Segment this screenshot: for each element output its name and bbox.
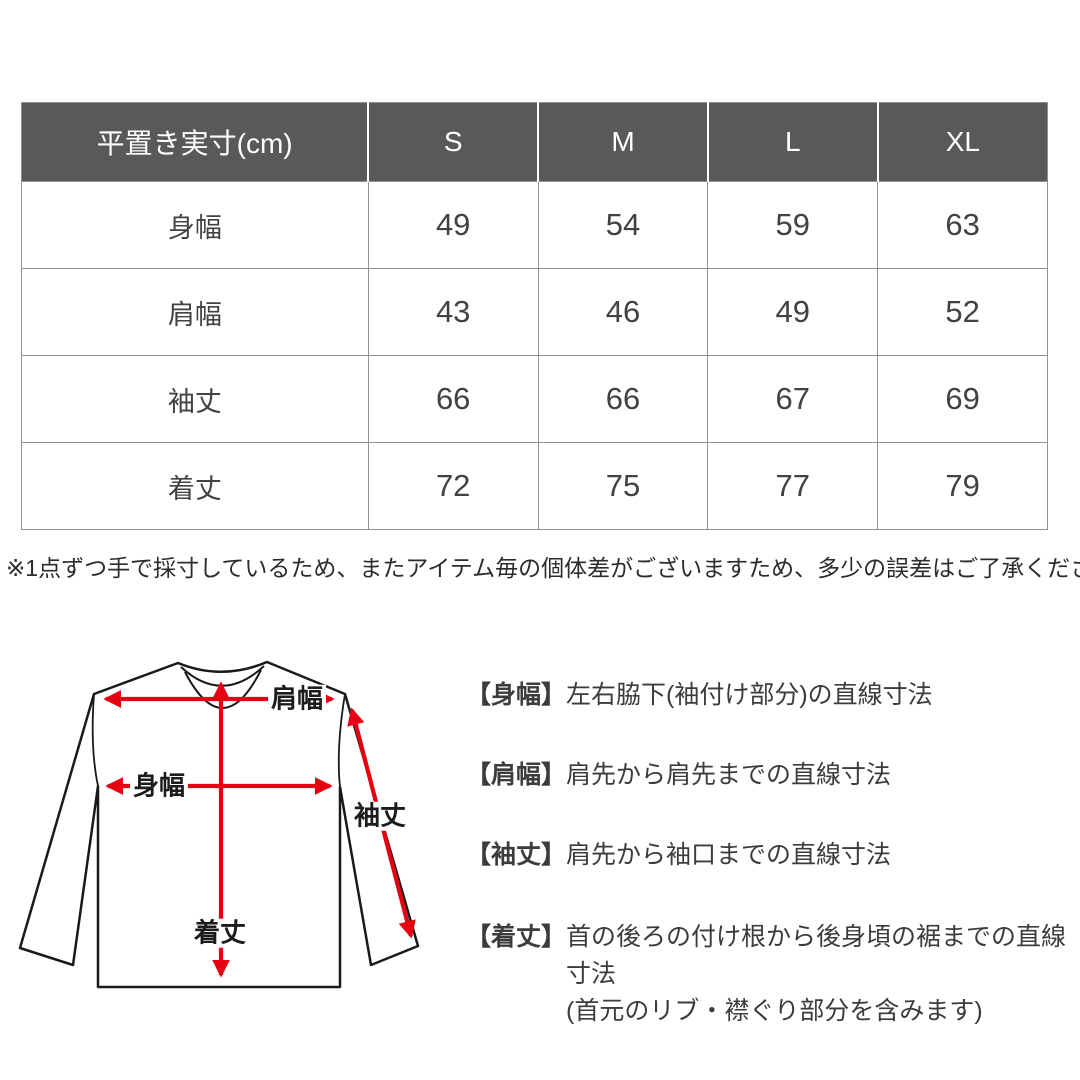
table-row: 肩幅 43 46 49 52 bbox=[21, 268, 1048, 356]
legend-term: 【着丈】 bbox=[466, 923, 567, 951]
table-header-size-l: L bbox=[706, 102, 879, 182]
shoulder-width-label: 肩幅 bbox=[267, 685, 327, 714]
cell-value: 66 bbox=[367, 355, 539, 443]
row-label: 着丈 bbox=[21, 442, 369, 530]
sleeve-length-label: 袖丈 bbox=[350, 802, 410, 831]
row-label: 肩幅 bbox=[21, 268, 369, 356]
cell-value: 69 bbox=[877, 355, 1048, 443]
cell-value: 49 bbox=[707, 268, 879, 356]
cell-value: 75 bbox=[537, 442, 709, 530]
cell-value: 52 bbox=[877, 268, 1048, 356]
legend-term: 【身幅】 bbox=[466, 681, 567, 709]
legend-item-sleeve-length: 【袖丈】 肩先から袖口までの直線寸法 bbox=[466, 837, 891, 874]
cell-value: 79 bbox=[877, 442, 1048, 530]
cell-value: 59 bbox=[707, 181, 879, 269]
cell-value: 66 bbox=[537, 355, 709, 443]
length-label: 着丈 bbox=[190, 919, 250, 948]
size-table: 平置き実寸(cm) S M L XL 身幅 49 54 59 63 肩幅 43 … bbox=[21, 102, 1048, 530]
cell-value: 77 bbox=[707, 442, 879, 530]
table-row: 着丈 72 75 77 79 bbox=[21, 442, 1048, 530]
table-header-row: 平置き実寸(cm) S M L XL bbox=[21, 102, 1048, 182]
legend-desc: 肩先から袖口までの直線寸法 bbox=[566, 841, 892, 869]
cell-value: 43 bbox=[367, 268, 539, 356]
table-row: 身幅 49 54 59 63 bbox=[21, 181, 1048, 269]
measurement-disclaimer-note: ※1点ずつ手で採寸しているため、またアイテム毎の個体差がございますため、多少の誤… bbox=[6, 555, 1080, 581]
table-header-title: 平置き実寸(cm) bbox=[21, 102, 369, 182]
cell-value: 67 bbox=[707, 355, 879, 443]
cell-value: 54 bbox=[537, 181, 709, 269]
row-label: 袖丈 bbox=[21, 355, 369, 443]
legend-desc: 左右脇下(袖付け部分)の直線寸法 bbox=[566, 681, 933, 709]
shirt-measurement-diagram: 肩幅 身幅 袖丈 着丈 bbox=[18, 628, 458, 1030]
table-header-size-m: M bbox=[537, 102, 709, 182]
legend-desc: 肩先から肩先までの直線寸法 bbox=[566, 761, 892, 789]
legend-item-shoulder-width: 【肩幅】 肩先から肩先までの直線寸法 bbox=[466, 757, 891, 794]
legend-term: 【肩幅】 bbox=[466, 761, 567, 789]
cell-value: 72 bbox=[367, 442, 539, 530]
table-header-size-xl: XL bbox=[876, 102, 1048, 182]
table-row: 袖丈 66 66 67 69 bbox=[21, 355, 1048, 443]
cell-value: 46 bbox=[537, 268, 709, 356]
cell-value: 49 bbox=[367, 181, 539, 269]
body-width-label: 身幅 bbox=[129, 772, 189, 801]
legend-desc: 首の後ろの付け根から後身頃の裾までの直線寸法 (首元のリブ・襟ぐり部分を含みます… bbox=[566, 923, 1067, 1025]
cell-value: 63 bbox=[877, 181, 1048, 269]
legend-term: 【袖丈】 bbox=[466, 841, 567, 869]
row-label: 身幅 bbox=[21, 181, 369, 269]
table-header-size-s: S bbox=[367, 102, 539, 182]
legend-item-length: 【着丈】 首の後ろの付け根から後身頃の裾までの直線寸法 (首元のリブ・襟ぐり部分… bbox=[466, 919, 1080, 1030]
legend-item-body-width: 【身幅】 左右脇下(袖付け部分)の直線寸法 bbox=[466, 677, 933, 714]
